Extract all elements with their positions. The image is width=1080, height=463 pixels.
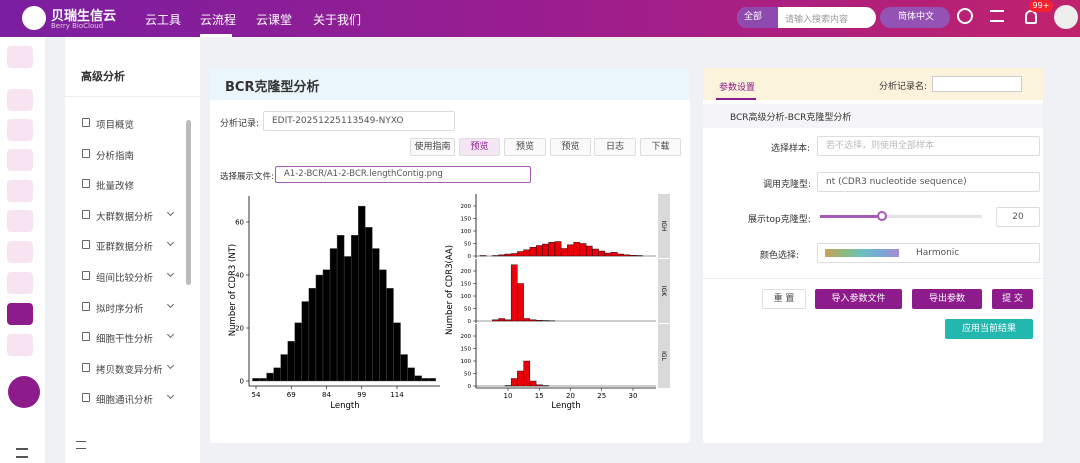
field-label: 调用克隆型: <box>763 180 812 190</box>
record-select[interactable]: EDIT-20251225113549-NYXO <box>263 111 455 131</box>
field-label: 展示top克隆型: <box>748 215 811 225</box>
item-icon <box>82 118 90 127</box>
brand: 贝瑞生信云 <box>51 9 117 24</box>
help-icon[interactable] <box>957 8 973 24</box>
avatar[interactable] <box>1054 5 1078 29</box>
nav-item[interactable]: 云工具 <box>145 13 182 27</box>
rail-icon[interactable] <box>7 210 33 232</box>
rail-icon[interactable] <box>7 180 33 202</box>
item-icon <box>82 240 90 250</box>
slider-fill <box>820 215 882 218</box>
sidebar-item[interactable]: 拷贝数变异分析 <box>96 364 163 376</box>
badge: 99+ <box>1029 0 1053 12</box>
divider <box>703 278 1043 279</box>
sidebar-item[interactable]: 大群数据分析 <box>96 211 154 223</box>
item-icon <box>82 209 90 219</box>
sidebar-item[interactable]: 项目概览 <box>96 120 135 131</box>
sidebar-collapse[interactable] <box>76 441 86 449</box>
item-icon <box>82 179 90 189</box>
item-icon <box>82 148 90 158</box>
logo <box>22 6 46 30</box>
clone-select[interactable]: nt (CDR3 nucleotide sequence) <box>817 172 1040 192</box>
nav-item[interactable]: 云流程 <box>200 13 237 27</box>
record-label: 分析记录: <box>220 119 260 129</box>
submit-button[interactable]: 提 交 <box>992 289 1033 309</box>
divider <box>65 96 200 97</box>
rail-icon[interactable] <box>7 89 33 111</box>
toolbar-button[interactable]: 预览 <box>459 138 500 156</box>
rail-icon[interactable] <box>7 149 33 171</box>
item-icon <box>82 332 90 342</box>
item-icon <box>82 301 90 311</box>
search-placeholder: 请输入搜索内容 <box>785 15 849 25</box>
rail-icon[interactable] <box>7 334 33 356</box>
sidebar-item[interactable]: 拟时序分析 <box>96 303 144 315</box>
item-icon <box>82 271 90 280</box>
sidebar-item[interactable]: 细胞干性分析 <box>96 334 154 346</box>
nav-item[interactable]: 云课堂 <box>256 13 293 27</box>
file-label: 选择展示文件: <box>220 172 274 182</box>
sample-select[interactable]: 若不选择，则使用全部样本 <box>817 136 1040 156</box>
rail-icon[interactable] <box>7 119 33 141</box>
slider-handle[interactable] <box>877 211 887 221</box>
rail-icon[interactable] <box>7 272 33 294</box>
tab-underline <box>716 98 756 100</box>
search-scope[interactable]: 全部 <box>737 7 778 28</box>
import-button[interactable]: 导入参数文件 <box>815 289 902 309</box>
rail-icon[interactable] <box>7 46 33 68</box>
brand-en: Berry BioCloud <box>51 22 104 30</box>
section-title[interactable]: BCR高级分析-BCR克隆型分析 <box>730 113 852 123</box>
main-header <box>210 68 690 100</box>
toolbar-button[interactable]: 预览 <box>550 138 591 156</box>
sidebar-item[interactable]: 分析指南 <box>96 150 135 162</box>
language[interactable]: 简体中文 <box>880 7 950 28</box>
sidebar-title: 高级分析 <box>81 70 125 83</box>
color-select[interactable]: Harmonic <box>817 243 1040 263</box>
toolbar-button[interactable]: 使用指南 <box>410 138 455 156</box>
top-input[interactable]: 20 <box>996 207 1040 227</box>
bell-icon[interactable] <box>1025 10 1037 24</box>
export-button[interactable]: 导出参数 <box>912 289 982 309</box>
field-label: 颜色选择: <box>760 251 800 261</box>
params-tab[interactable]: 参数设置 <box>719 83 756 93</box>
toolbar-button[interactable]: 下载 <box>640 138 681 156</box>
toolbar-button[interactable]: 日志 <box>594 138 636 156</box>
nav-underline <box>200 34 232 37</box>
menu-icon[interactable] <box>990 10 1004 22</box>
main-title: BCR克隆型分析 <box>225 80 320 95</box>
record-name-label: 分析记录名: <box>879 82 928 92</box>
item-icon <box>82 393 90 403</box>
toolbar-button[interactable]: 预览 <box>504 138 546 156</box>
item-icon <box>82 362 90 372</box>
slider-track <box>820 215 982 218</box>
nav-item[interactable]: 关于我们 <box>313 13 362 27</box>
rail-icon-active[interactable] <box>7 303 33 325</box>
file-select[interactable]: A1-2-BCR/A1-2-BCR.lengthContig.png <box>275 166 531 183</box>
collapse-icon[interactable] <box>16 448 28 458</box>
apply-button[interactable]: 应用当前结果 <box>945 319 1033 339</box>
sidebar <box>65 37 200 463</box>
sidebar-item[interactable]: 亚群数据分析 <box>96 242 154 254</box>
sidebar-item[interactable]: 组间比较分析 <box>96 273 154 284</box>
record-name-input[interactable] <box>932 76 1022 92</box>
field-label: 选择样本: <box>771 144 811 154</box>
support-icon[interactable] <box>8 376 40 408</box>
section-bar <box>703 104 1043 128</box>
sidebar-item[interactable]: 细胞通讯分析 <box>96 395 154 407</box>
reset-button[interactable]: 重 置 <box>762 289 806 309</box>
scrollbar <box>186 120 191 285</box>
rail-icon[interactable] <box>7 241 33 263</box>
sidebar-item[interactable]: 批量改修 <box>96 181 135 193</box>
palette-swatch <box>825 249 899 257</box>
